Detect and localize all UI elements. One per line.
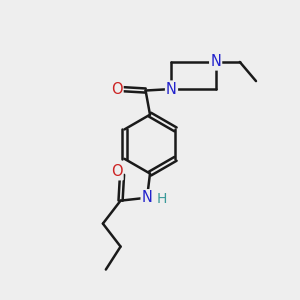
Text: H: H (157, 192, 167, 206)
Text: N: N (166, 82, 177, 97)
Text: N: N (142, 190, 152, 205)
Text: O: O (111, 82, 122, 97)
Text: N: N (210, 55, 221, 70)
Text: O: O (111, 164, 122, 179)
